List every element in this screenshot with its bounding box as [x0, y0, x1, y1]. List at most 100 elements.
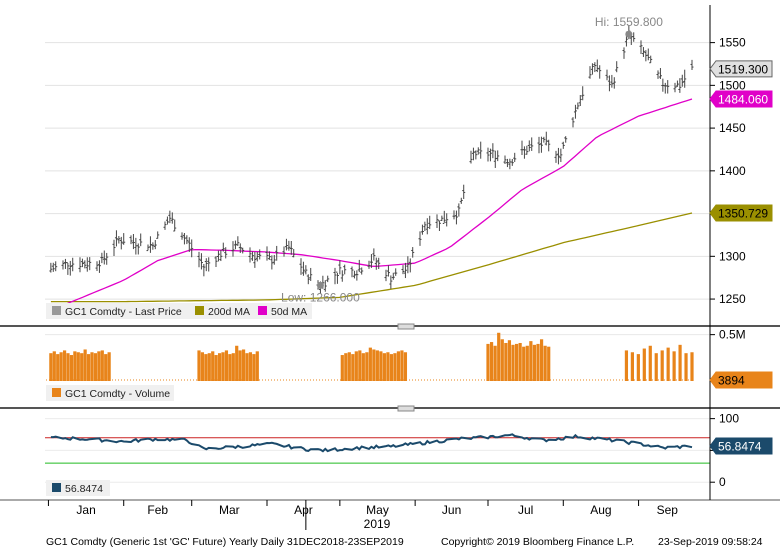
- volume-bar: [648, 345, 652, 381]
- volume-bar: [514, 343, 519, 381]
- x-month-label: Sep: [657, 503, 679, 517]
- volume-bar: [358, 350, 362, 381]
- volume-bar: [522, 346, 526, 381]
- volume-bar: [396, 351, 401, 381]
- volume-legend-box: [46, 385, 174, 401]
- ma200-line: [50, 212, 693, 303]
- volume-bar: [493, 345, 497, 381]
- volume-bar: [221, 352, 225, 381]
- rsi-tick-label: 100: [719, 412, 739, 426]
- rsi-value-tag-text: 56.8474: [718, 440, 762, 454]
- volume-bar: [507, 340, 512, 381]
- legend-last-price-label: GC1 Comdty - Last Price: [65, 306, 182, 318]
- volume-bar: [66, 353, 70, 381]
- x-month-label: Jan: [76, 503, 95, 517]
- volume-panel: [45, 332, 710, 381]
- volume-bar: [340, 355, 344, 381]
- volume-bar: [97, 351, 101, 381]
- volume-bar: [211, 351, 215, 381]
- volume-marks: [46, 332, 694, 381]
- volume-bar: [80, 353, 84, 381]
- volume-bar: [518, 342, 522, 381]
- volume-bar: [511, 344, 515, 381]
- volume-bar: [539, 339, 544, 381]
- x-year-label: 2019: [364, 517, 391, 530]
- volume-bar: [379, 351, 383, 381]
- volume-bar: [200, 352, 205, 381]
- volume-bar: [62, 350, 67, 381]
- volume-bar: [678, 344, 682, 381]
- legend-200d-ma-swatch: [195, 306, 204, 315]
- volume-bar: [351, 354, 355, 381]
- legend-volume-swatch: [52, 388, 61, 397]
- volume-bar: [382, 353, 386, 381]
- price-legend-box: [46, 303, 312, 319]
- rsi-panel: [45, 418, 710, 483]
- legend-rsi-label: 56.8474: [65, 483, 103, 495]
- volume-bar: [238, 350, 242, 381]
- volume-bar: [90, 352, 94, 381]
- volume-bar: [255, 351, 259, 381]
- volume-bar: [497, 332, 501, 381]
- panel-resize-handle[interactable]: [397, 405, 415, 412]
- volume-bar: [630, 352, 634, 381]
- volume-value-tag-text: 3894: [718, 374, 745, 388]
- ma50-value-tag-shape: [709, 90, 773, 108]
- legend-rsi-swatch: [52, 483, 61, 492]
- panel-resize-handle[interactable]: [397, 323, 415, 330]
- volume-bar: [344, 353, 348, 381]
- x-month-label: Aug: [590, 503, 611, 517]
- volume-bar: [104, 354, 108, 381]
- volume-bar: [547, 346, 551, 381]
- rsi-tick-label: 0: [719, 475, 726, 489]
- price-tick-label: 1450: [719, 121, 746, 135]
- legend-50d-ma-label: 50d MA: [271, 306, 307, 318]
- volume-bar: [375, 350, 379, 381]
- x-month-label: Jul: [518, 503, 533, 517]
- ma50-value-tag: 1484.060: [709, 90, 773, 108]
- volume-tick-label: 0.5M: [719, 328, 746, 342]
- volume-value-tag-shape: [709, 371, 773, 389]
- volume-bar: [489, 342, 494, 381]
- volume-bar: [73, 351, 77, 381]
- footer-timestamp: 23-Sep-2019 09:58:24: [658, 536, 763, 548]
- volume-bar: [690, 352, 694, 381]
- volume-bar: [231, 353, 235, 381]
- rsi-value-tag-shape: [709, 437, 773, 455]
- x-month-label: May: [366, 503, 389, 517]
- high-marker: [625, 30, 633, 38]
- volume-bar: [486, 343, 490, 381]
- volume-bar: [372, 349, 376, 381]
- legend-50d-ma-swatch: [258, 306, 267, 315]
- volume-bar: [207, 353, 211, 381]
- volume-bar: [666, 347, 670, 381]
- footer-security-description: GC1 Comdty (Generic 1st 'GC' Future) Yea…: [46, 536, 404, 548]
- price-gridlines: [45, 42, 710, 300]
- volume-bar: [248, 352, 253, 381]
- volume-bar: [49, 353, 53, 381]
- price-tick-label: 1250: [719, 292, 746, 306]
- legend-last-price-swatch: [52, 306, 61, 315]
- volume-bar: [100, 350, 104, 381]
- footer-copyright: Copyright© 2019 Bloomberg Finance L.P.: [441, 536, 635, 548]
- low-annotation: Low: 1266.000: [281, 290, 360, 304]
- volume-bar: [252, 354, 256, 381]
- last-price-tag-shape: [709, 60, 773, 78]
- volume-bar: [217, 353, 222, 381]
- volume-bar: [224, 350, 229, 381]
- volume-bar: [504, 342, 508, 381]
- volume-bar: [107, 352, 111, 381]
- volume-bar: [672, 351, 676, 381]
- volume-bar: [59, 352, 63, 381]
- x-month-label: Feb: [147, 503, 168, 517]
- ma50-value-tag-text: 1484.060: [718, 92, 768, 106]
- x-axis: Jan Feb Mar Apr May Jun Jul Aug Sep 2019: [47, 500, 679, 530]
- rsi-marks: [45, 433, 710, 464]
- last-price-tag-text: 1519.300: [718, 62, 768, 76]
- volume-bar: [393, 353, 397, 381]
- rsi-value-tag: 56.8474: [709, 437, 773, 455]
- volume-bar: [214, 355, 218, 381]
- right-axis: 12501300135014001450150015501519.3001484…: [709, 36, 773, 489]
- legend-200d-ma-label: 200d MA: [208, 306, 250, 318]
